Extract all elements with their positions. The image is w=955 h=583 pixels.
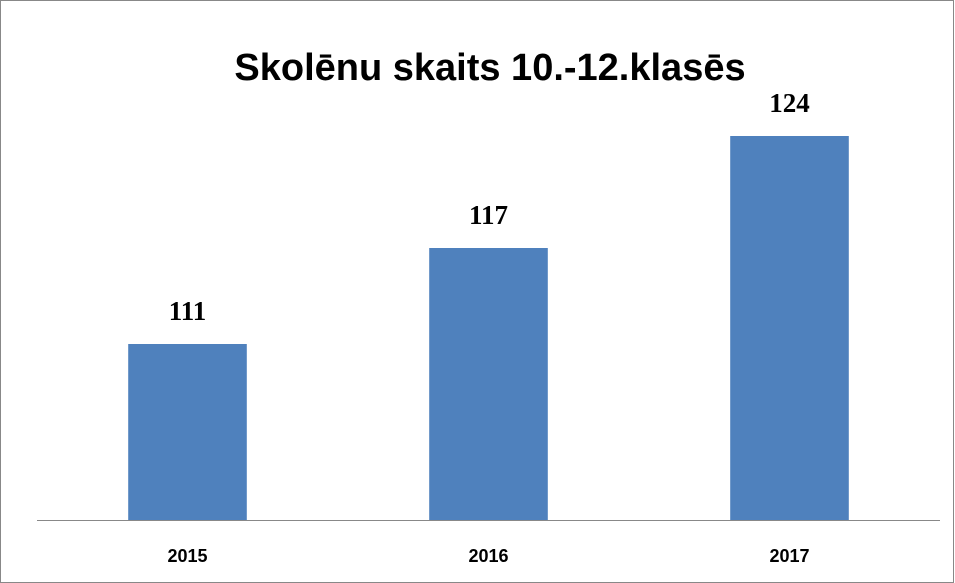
value-label: 117 <box>469 200 508 230</box>
x-tick-label: 2017 <box>769 546 809 566</box>
chart-title: Skolēnu skaits 10.-12.klasēs <box>234 47 745 89</box>
bar <box>730 136 849 520</box>
bar <box>128 344 247 520</box>
value-label: 124 <box>769 88 810 118</box>
bar <box>429 248 548 520</box>
value-label: 111 <box>169 296 207 326</box>
x-tick-label: 2016 <box>468 546 508 566</box>
x-tick-label: 2015 <box>167 546 207 566</box>
